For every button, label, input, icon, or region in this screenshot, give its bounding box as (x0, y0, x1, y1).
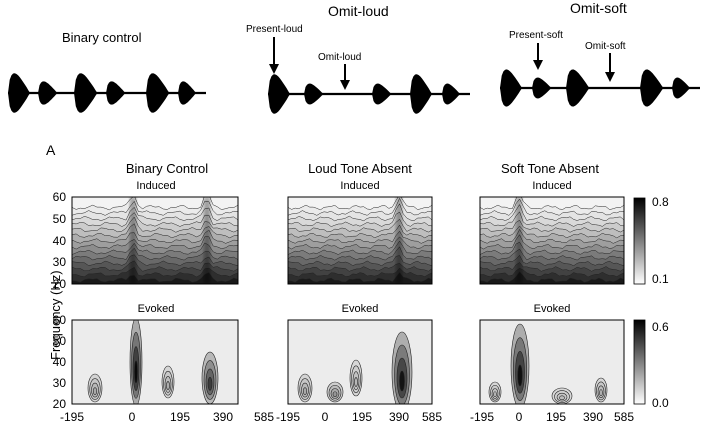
induced-frame-soft-tone-absent (479, 196, 625, 285)
evoked-frame-loud-tone-absent (287, 319, 433, 405)
waveform-trace-omit-loud (268, 74, 470, 114)
evoked-label-binary-control: Evoked (138, 303, 175, 315)
evoked-panel-loud-tone-absent (288, 320, 432, 404)
colorbar-evoked: 0.6 0.0 (633, 319, 669, 410)
induced-label-binary-control: Induced (136, 180, 175, 192)
y-tick-induced-50: 50 (53, 212, 67, 226)
waveform-title-omit-loud: Omit-loud (328, 3, 389, 19)
x-tick-bc-m195: -195 (60, 410, 84, 424)
arrow-present-loud-icon (269, 37, 279, 74)
waveform-trace-binary-control (8, 73, 206, 113)
y-tick-evoked-30: 30 (53, 376, 67, 390)
x-ticks-loud-tone-absent: -195 0 195 390 585 (276, 410, 442, 424)
x-tick-lta-390: 390 (389, 410, 409, 424)
waveform-panel-binary-control: Binary control (8, 30, 206, 113)
annotation-omit-loud: Omit-loud (318, 52, 361, 63)
colorbar-induced: 0.8 0.1 (633, 195, 669, 286)
y-ticks-evoked: 20 30 40 50 60 (53, 313, 67, 411)
waveform-panel-omit-soft: Omit-soft Present-soft Omit-soft (500, 0, 700, 107)
waveform-title-omit-soft: Omit-soft (570, 0, 627, 16)
colorbar-induced-gradient (633, 197, 646, 285)
x-tick-sta-585: 585 (614, 410, 634, 424)
column-title-binary-control: Binary Control (126, 161, 208, 176)
arrow-omit-loud-icon (340, 64, 350, 90)
annotation-present-soft: Present-soft (509, 30, 563, 41)
column-title-soft-tone-absent: Soft Tone Absent (501, 161, 599, 176)
induced-panel-binary-control (72, 197, 238, 284)
y-tick-evoked-60: 60 (53, 313, 67, 327)
waveform-panel-omit-loud: Omit-loud Present-loud Omit-loud (246, 3, 470, 114)
y-tick-evoked-50: 50 (53, 334, 67, 348)
x-ticks-soft-tone-absent: -195 0 195 390 585 (470, 410, 634, 424)
y-tick-induced-40: 40 (53, 234, 67, 248)
y-ticks-induced: 20 30 40 50 60 (53, 190, 67, 291)
colorbar-evoked-min: 0.0 (652, 396, 669, 410)
x-tick-lta-585: 585 (422, 410, 442, 424)
x-tick-sta-0: 0 (516, 410, 523, 424)
annotation-present-loud: Present-loud (246, 24, 303, 35)
colorbar-induced-min: 0.1 (652, 272, 669, 286)
evoked-panel-soft-tone-absent (480, 320, 624, 404)
induced-label-loud-tone-absent: Induced (340, 180, 379, 192)
annotation-omit-soft: Omit-soft (585, 41, 626, 52)
y-axis-label-top: Frequency (Hz) (48, 270, 63, 360)
colorbar-evoked-gradient (633, 319, 646, 405)
waveform-title-binary-control: Binary control (62, 30, 142, 45)
x-tick-lta-195: 195 (352, 410, 372, 424)
arrow-present-soft-icon (533, 43, 543, 70)
x-ticks-binary-control: -195 0 195 390 585 (60, 410, 274, 424)
x-tick-bc-0: 0 (129, 410, 136, 424)
column-title-loud-tone-absent: Loud Tone Absent (308, 161, 412, 176)
induced-panel-loud-tone-absent (288, 197, 432, 284)
waveform-trace-omit-soft (500, 69, 700, 107)
y-tick-induced-20: 20 (53, 277, 67, 291)
evoked-label-loud-tone-absent: Evoked (342, 303, 379, 315)
x-tick-sta-195: 195 (546, 410, 566, 424)
y-tick-induced-60: 60 (53, 190, 67, 204)
evoked-frame-soft-tone-absent (479, 319, 625, 405)
x-tick-lta-m195: -195 (276, 410, 300, 424)
y-tick-evoked-20: 20 (53, 397, 67, 411)
induced-frame-binary-control (71, 196, 239, 285)
arrow-omit-soft-icon (605, 53, 615, 82)
panel-label-a: A (46, 142, 56, 158)
x-tick-sta-m195: -195 (470, 410, 494, 424)
evoked-frame-binary-control (71, 319, 239, 405)
x-tick-lta-0: 0 (322, 410, 329, 424)
induced-label-soft-tone-absent: Induced (532, 180, 571, 192)
y-tick-induced-30: 30 (53, 255, 67, 269)
induced-frame-loud-tone-absent (287, 196, 433, 285)
colorbar-induced-max: 0.8 (652, 195, 669, 209)
x-tick-bc-390: 390 (213, 410, 233, 424)
x-tick-sta-390: 390 (583, 410, 603, 424)
x-tick-bc-195: 195 (170, 410, 190, 424)
colorbar-evoked-max: 0.6 (652, 320, 669, 334)
evoked-panel-binary-control (72, 320, 238, 404)
induced-panel-soft-tone-absent (480, 197, 624, 284)
x-tick-bc-585: 585 (254, 410, 274, 424)
evoked-label-soft-tone-absent: Evoked (534, 303, 571, 315)
y-tick-evoked-40: 40 (53, 355, 67, 369)
